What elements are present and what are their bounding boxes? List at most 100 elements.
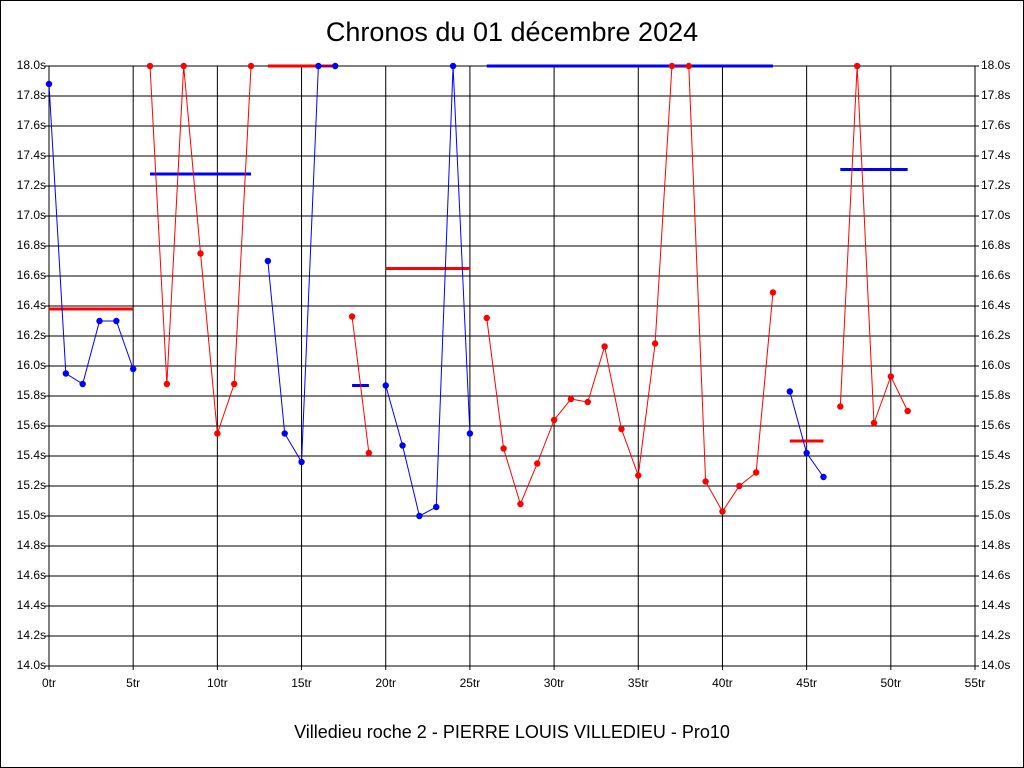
- y2-tick-label: 18.0s: [981, 58, 1010, 72]
- y2-tick-label: 17.0s: [981, 208, 1010, 222]
- y-tick-label: 15.6s: [17, 418, 46, 432]
- data-point: [719, 508, 726, 515]
- data-point: [332, 62, 339, 70]
- y-tick-label: 17.6s: [17, 118, 46, 132]
- data-point: [904, 407, 911, 415]
- y2-tick-label: 14.2s: [981, 628, 1010, 642]
- y-tick-label: 15.4s: [17, 448, 46, 462]
- y2-tick-label: 15.8s: [981, 388, 1010, 402]
- data-point: [651, 340, 659, 347]
- x-tick-label: 45tr: [796, 676, 817, 690]
- data-point: [247, 62, 255, 70]
- data-point: [635, 472, 642, 479]
- y2-tick-label: 16.2s: [981, 328, 1010, 342]
- y-tick-label: 14.0s: [17, 658, 46, 672]
- y2-tick-label: 16.4s: [981, 298, 1010, 312]
- data-point: [163, 380, 171, 388]
- y2-tick-label: 17.4s: [981, 148, 1010, 162]
- y-tick-label: 14.8s: [17, 538, 46, 552]
- y-tick-label: 15.0s: [17, 508, 46, 522]
- data-point: [96, 317, 103, 325]
- y2-tick-label: 16.0s: [981, 358, 1010, 372]
- y-tick-label: 16.2s: [17, 328, 46, 342]
- data-point: [887, 373, 895, 380]
- data-point: [803, 449, 810, 457]
- y-tick-label: 16.6s: [17, 268, 46, 282]
- y2-tick-label: 15.6s: [981, 418, 1010, 432]
- x-tick-label: 20tr: [375, 676, 396, 690]
- y-tick-label: 14.6s: [17, 568, 46, 582]
- x-tick-label: 55tr: [965, 676, 986, 690]
- data-point: [769, 289, 777, 296]
- y2-tick-label: 17.2s: [981, 178, 1010, 192]
- data-point: [736, 482, 743, 490]
- y-tick-label: 14.4s: [17, 598, 46, 612]
- y-tick-label: 18.0s: [17, 58, 46, 72]
- data-point: [264, 257, 272, 265]
- data-point: [618, 425, 625, 433]
- y2-tick-label: 14.8s: [981, 538, 1010, 552]
- x-tick-label: 35tr: [628, 676, 649, 690]
- data-point: [382, 382, 389, 389]
- y-tick-label: 17.8s: [17, 88, 46, 102]
- chart-title: Chronos du 01 décembre 2024: [326, 17, 698, 47]
- y-tick-label: 16.8s: [17, 238, 46, 252]
- x-axis-label: Villedieu roche 2 - PIERRE LOUIS VILLEDI…: [294, 722, 730, 742]
- y2-tick-label: 14.6s: [981, 568, 1010, 582]
- data-point: [45, 80, 53, 88]
- data-point: [702, 478, 709, 485]
- x-tick-label: 50tr: [880, 676, 901, 690]
- y-tick-label: 16.0s: [17, 358, 46, 372]
- data-point: [129, 365, 137, 373]
- data-point: [399, 442, 406, 449]
- data-point: [837, 403, 844, 410]
- y2-tick-label: 14.4s: [981, 598, 1010, 612]
- data-point: [113, 317, 120, 325]
- y-tick-label: 17.4s: [17, 148, 46, 162]
- data-point: [466, 430, 474, 437]
- data-point: [820, 473, 827, 481]
- data-point: [853, 62, 861, 70]
- data-point: [668, 62, 676, 70]
- data-point: [62, 370, 70, 377]
- data-point: [752, 469, 760, 476]
- data-point: [601, 343, 608, 350]
- y2-tick-label: 17.6s: [981, 118, 1010, 132]
- y2-tick-label: 15.2s: [981, 478, 1010, 492]
- data-point: [567, 395, 575, 403]
- y2-tick-label: 16.8s: [981, 238, 1010, 252]
- data-point: [584, 398, 591, 406]
- data-point: [197, 250, 204, 257]
- y-tick-label: 17.0s: [17, 208, 46, 222]
- y2-tick-label: 15.0s: [981, 508, 1010, 522]
- data-point: [483, 314, 490, 322]
- data-point: [685, 62, 692, 70]
- data-point: [180, 62, 187, 70]
- y-tick-label: 16.4s: [17, 298, 46, 312]
- x-tick-label: 30tr: [544, 676, 565, 690]
- data-point: [870, 419, 878, 427]
- y-tick-label: 14.2s: [17, 628, 46, 642]
- y2-tick-label: 16.6s: [981, 268, 1010, 282]
- y-tick-label: 15.8s: [17, 388, 46, 402]
- x-tick-label: 25tr: [460, 676, 481, 690]
- y-tick-label: 17.2s: [17, 178, 46, 192]
- x-tick-label: 15tr: [291, 676, 312, 690]
- data-point: [433, 503, 440, 511]
- data-point: [517, 500, 524, 508]
- data-point: [315, 62, 322, 70]
- data-point: [146, 62, 154, 70]
- data-point: [534, 460, 541, 467]
- x-tick-label: 10tr: [207, 676, 228, 690]
- data-point: [79, 380, 86, 388]
- y2-tick-label: 14.0s: [981, 658, 1010, 672]
- data-point: [365, 449, 373, 457]
- data-point: [348, 313, 356, 320]
- data-point: [281, 430, 288, 437]
- x-tick-label: 40tr: [712, 676, 733, 690]
- data-point: [416, 512, 423, 520]
- data-point: [231, 380, 238, 388]
- data-point: [214, 430, 221, 437]
